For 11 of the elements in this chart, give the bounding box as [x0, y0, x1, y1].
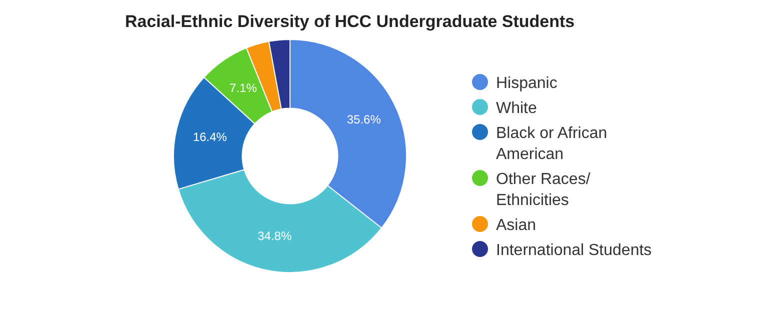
legend-label: Hispanic — [496, 74, 558, 94]
legend-label: Black or African American — [496, 124, 608, 165]
chart-title: Racial-Ethnic Diversity of HCC Undergraduate Students — [125, 12, 575, 32]
legend-label: International Students — [496, 241, 652, 261]
data-label: 35.6% — [346, 112, 382, 126]
legend-label: Asian — [496, 216, 536, 236]
legend-label: Other Races/ Ethnicities — [496, 170, 592, 211]
data-label: 7.1% — [230, 80, 258, 95]
data-label: 34.8% — [258, 228, 292, 243]
legend-label: White — [496, 99, 537, 119]
data-label: 16.4% — [192, 130, 228, 144]
